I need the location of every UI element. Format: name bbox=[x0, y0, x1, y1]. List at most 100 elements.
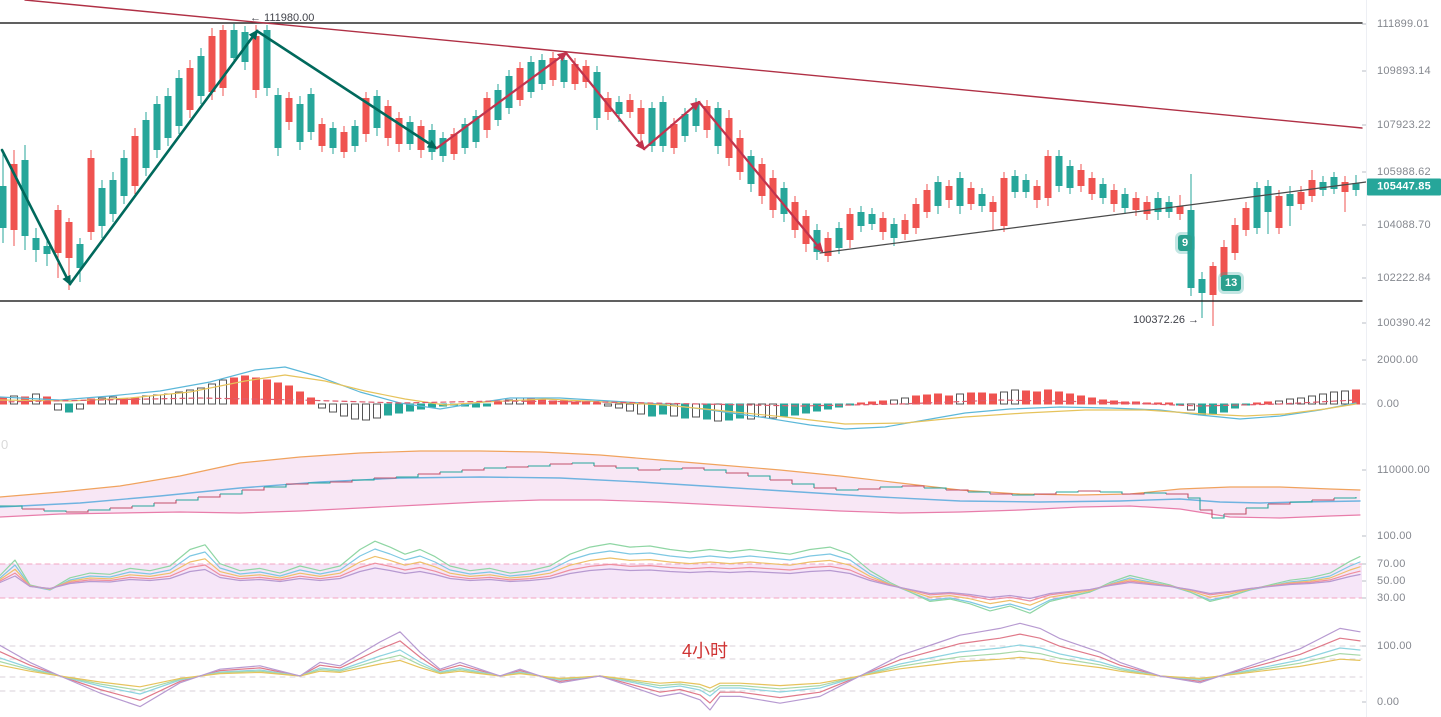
macd-histogram-bar bbox=[901, 397, 909, 405]
macd-histogram-bar bbox=[1253, 402, 1261, 405]
boll-price-step-line bbox=[616, 467, 639, 470]
zigzag-arrow-teal[interactable] bbox=[68, 29, 259, 286]
macd-histogram-bar bbox=[252, 377, 260, 405]
zigzag-arrow-teal[interactable] bbox=[255, 29, 438, 150]
macd-histogram-bar bbox=[274, 382, 282, 405]
stoch-pink-line bbox=[0, 562, 1361, 602]
candle-body bbox=[285, 98, 293, 122]
macd-histogram-bar bbox=[384, 403, 392, 416]
candle-body bbox=[54, 210, 62, 253]
price-level-label[interactable]: 100372.26 → bbox=[1133, 314, 1200, 326]
descending-trendline[interactable] bbox=[24, 0, 1363, 129]
macd-histogram-bar bbox=[769, 403, 777, 419]
axis-label: 100.00 bbox=[1377, 530, 1412, 542]
zigzag-arrow-red[interactable] bbox=[564, 51, 646, 151]
candle-body bbox=[65, 222, 73, 258]
candle-body bbox=[1176, 206, 1184, 214]
macd-histogram-bar bbox=[879, 400, 887, 405]
candle-body bbox=[780, 188, 788, 214]
candle-body bbox=[846, 214, 854, 240]
left-edge-clipped-label: 0 bbox=[1, 437, 9, 452]
candle-body bbox=[615, 102, 623, 114]
candle-body bbox=[978, 194, 986, 206]
macd-histogram-bar bbox=[1231, 403, 1239, 409]
macd-histogram-bar bbox=[890, 399, 898, 405]
candle-body bbox=[318, 124, 326, 146]
price-level-label[interactable]: ← 111980.00 bbox=[250, 12, 315, 24]
candle-body bbox=[373, 96, 381, 128]
macd-histogram-bar bbox=[329, 403, 337, 413]
candle-body bbox=[670, 124, 678, 148]
axis-label: 70.00 bbox=[1377, 558, 1406, 570]
macd-histogram-bar bbox=[98, 397, 106, 405]
candle-body bbox=[1253, 188, 1261, 228]
candle-body bbox=[659, 102, 667, 146]
axis-label: 104088.70 bbox=[1377, 219, 1431, 231]
candle-body bbox=[945, 186, 953, 200]
candle-body bbox=[98, 188, 106, 226]
macd-histogram-bar bbox=[241, 375, 249, 405]
candle-body bbox=[1143, 202, 1151, 214]
zigzag-arrow-red[interactable] bbox=[697, 100, 824, 253]
candle-body bbox=[516, 68, 524, 100]
ascending-trendline[interactable] bbox=[819, 181, 1367, 254]
candle-body bbox=[1220, 247, 1228, 277]
boll-price-step-line bbox=[264, 484, 287, 488]
boll-price-step-line bbox=[1212, 514, 1225, 519]
macd-histogram-bar bbox=[791, 403, 799, 416]
candle-body bbox=[1132, 198, 1140, 210]
candle-body bbox=[1099, 184, 1107, 198]
candle-body bbox=[1154, 198, 1162, 212]
boll-price-step-line bbox=[1246, 504, 1269, 509]
candle-body bbox=[186, 68, 194, 110]
boll-price-step-line bbox=[594, 465, 617, 468]
candle-body bbox=[736, 138, 744, 172]
boll-price-step-line bbox=[1166, 493, 1189, 498]
candle-body bbox=[923, 190, 931, 212]
macd-histogram-bar bbox=[373, 403, 381, 419]
candle-body bbox=[868, 214, 876, 224]
macd-histogram-bar bbox=[626, 403, 634, 412]
candle-body bbox=[76, 244, 84, 268]
candle-body bbox=[879, 218, 887, 232]
candle-body bbox=[1044, 156, 1052, 198]
candle-body bbox=[1209, 266, 1217, 295]
candle-body bbox=[1000, 178, 1008, 226]
candle-body bbox=[219, 30, 227, 88]
boll-price-step-line bbox=[88, 508, 111, 511]
boll-price-step-line bbox=[110, 506, 133, 509]
candle-body bbox=[395, 118, 403, 144]
candle-body bbox=[901, 220, 909, 234]
macd-histogram-bar bbox=[857, 402, 865, 405]
macd-histogram-bar bbox=[637, 403, 645, 415]
macd-histogram-bar bbox=[967, 392, 975, 405]
candle-body bbox=[1121, 194, 1129, 208]
zigzag-arrow-red[interactable] bbox=[642, 100, 701, 151]
candle-body bbox=[824, 238, 832, 256]
candle-body bbox=[1110, 190, 1118, 204]
macd-histogram-bar bbox=[362, 403, 370, 421]
macd-histogram-bar bbox=[1044, 389, 1052, 405]
boll-price-step-line bbox=[814, 487, 837, 490]
axis-label: 100390.42 bbox=[1377, 317, 1431, 329]
candle-body bbox=[1033, 186, 1041, 200]
macd-histogram-bar bbox=[197, 387, 205, 405]
macd-histogram-bar bbox=[395, 403, 403, 414]
macd-histogram-bar bbox=[1341, 390, 1349, 405]
boll-price-step-line bbox=[418, 472, 441, 475]
candle-body bbox=[197, 56, 205, 96]
candle-body bbox=[461, 124, 469, 148]
macd-histogram-bar bbox=[87, 398, 95, 405]
boll-lower-line bbox=[0, 499, 1361, 519]
candle-body bbox=[10, 164, 18, 230]
zigzag-arrow-teal[interactable] bbox=[0, 148, 72, 286]
macd-histogram-bar bbox=[1154, 402, 1162, 405]
macd-histogram-bar bbox=[560, 400, 568, 405]
candle-body bbox=[340, 132, 348, 152]
candle-body bbox=[835, 228, 843, 248]
current-price-badge: 105447.85 bbox=[1367, 178, 1441, 196]
zigzag-arrow-red[interactable] bbox=[435, 51, 568, 150]
macd-histogram-bar bbox=[263, 379, 271, 405]
candle-body bbox=[164, 96, 172, 138]
